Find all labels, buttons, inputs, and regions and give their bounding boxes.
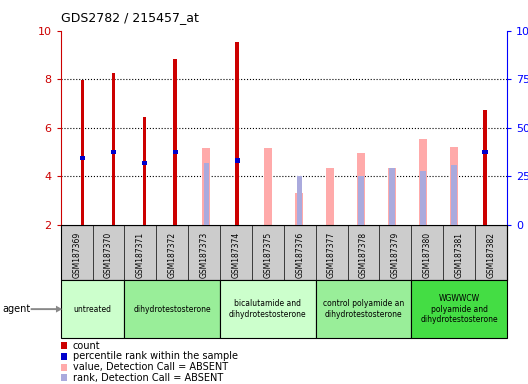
Text: GSM187370: GSM187370 [104,231,113,278]
Bar [451,165,457,225]
Text: count: count [73,341,100,351]
Text: WGWWCW
polyamide and
dihydrotestosterone: WGWWCW polyamide and dihydrotestosterone [420,294,498,324]
Bar [390,168,395,225]
Bar [142,161,147,165]
Text: GSM187377: GSM187377 [327,231,336,278]
Text: rank, Detection Call = ABSENT: rank, Detection Call = ABSENT [73,373,223,383]
Bar [265,148,272,225]
Bar [297,176,302,225]
Bar [326,168,334,225]
Text: GSM187373: GSM187373 [200,231,209,278]
Bar [235,41,239,225]
Bar [110,150,116,154]
Bar [296,193,303,225]
Text: dihydrotestosterone: dihydrotestosterone [134,305,211,314]
Bar [202,148,210,225]
Text: GSM187371: GSM187371 [136,232,145,278]
Text: GSM187381: GSM187381 [455,232,464,278]
Bar [359,176,364,225]
Text: GSM187375: GSM187375 [263,231,272,278]
Text: agent: agent [3,304,31,314]
Text: GSM187379: GSM187379 [391,231,400,278]
Text: GSM187376: GSM187376 [295,231,304,278]
Bar [420,171,426,225]
Bar [419,139,427,225]
Text: GSM187380: GSM187380 [423,232,432,278]
Bar [389,168,396,225]
Bar [173,150,178,154]
Text: GSM187378: GSM187378 [359,232,368,278]
Bar [174,59,177,225]
Text: GSM187369: GSM187369 [72,231,81,278]
Bar [483,109,487,225]
Bar [450,147,458,225]
Text: GSM187382: GSM187382 [486,232,495,278]
Bar [357,153,365,225]
Text: untreated: untreated [73,305,111,314]
Bar [143,117,146,225]
Bar [111,73,115,225]
Text: value, Detection Call = ABSENT: value, Detection Call = ABSENT [73,362,228,372]
Bar [483,150,488,154]
Bar [234,158,240,162]
Text: bicalutamide and
dihydrotestosterone: bicalutamide and dihydrotestosterone [229,300,307,319]
Text: GSM187372: GSM187372 [168,232,177,278]
Text: percentile rank within the sample: percentile rank within the sample [73,351,238,361]
Text: GSM187374: GSM187374 [231,231,240,278]
Text: control polyamide an
dihydrotestosterone: control polyamide an dihydrotestosterone [323,300,404,319]
Bar [81,80,84,225]
Bar [80,156,85,160]
Text: GDS2782 / 215457_at: GDS2782 / 215457_at [61,12,199,25]
Bar [204,163,209,225]
